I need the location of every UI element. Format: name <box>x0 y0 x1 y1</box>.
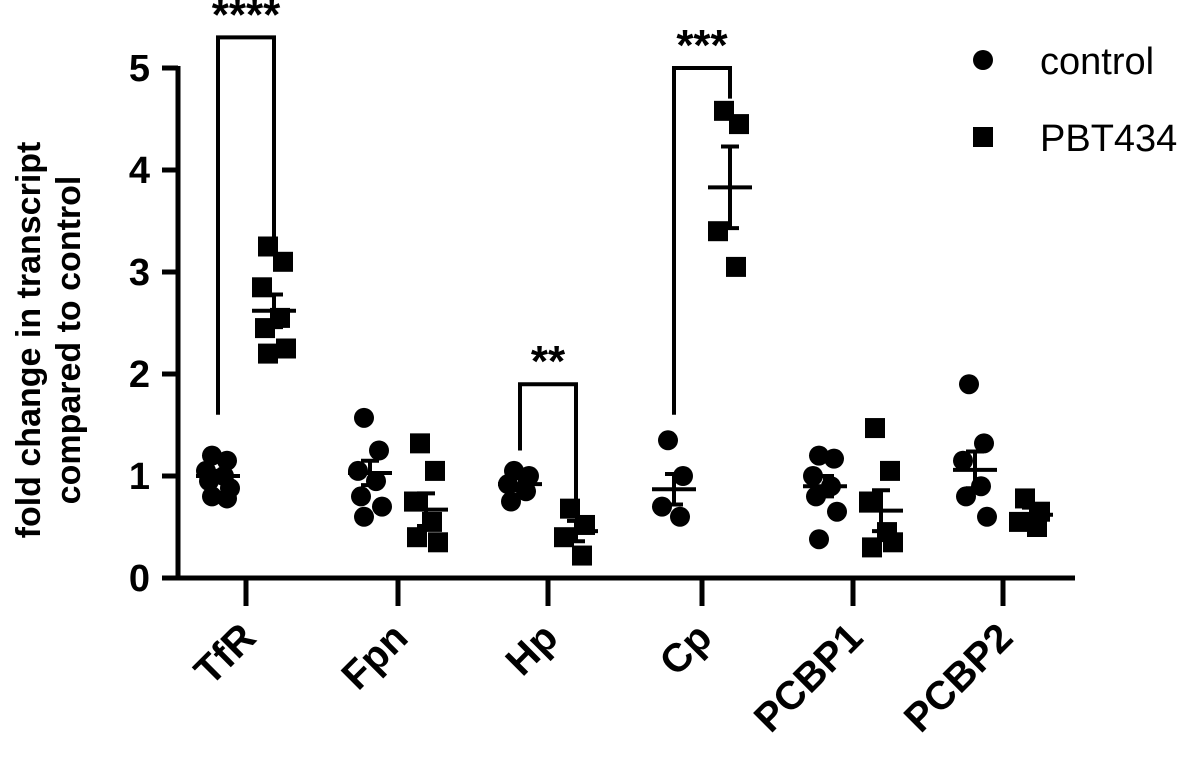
significance-bracket <box>518 382 578 505</box>
control-point <box>351 486 371 507</box>
significance-label: ** <box>531 337 566 386</box>
control-point <box>519 466 539 486</box>
control-point <box>959 374 979 395</box>
control-point <box>372 496 392 517</box>
control-point <box>827 501 847 522</box>
y-tick-label: 4 <box>129 150 150 192</box>
control-point <box>217 450 237 471</box>
pbt434-point <box>1009 511 1029 532</box>
x-tick-label: PCBP1 <box>746 615 871 740</box>
legend-label: PBT434 <box>1040 118 1177 160</box>
pbt434-point <box>276 338 296 359</box>
y-tick-label: 2 <box>129 354 150 396</box>
axes: 0 1 2 3 4 5 TfR Fpn Hp Cp PCBP1 PCBP2 <box>129 48 1075 741</box>
legend-square-icon <box>973 127 993 147</box>
y-axis-title: fold change in transcript compared to co… <box>10 142 88 539</box>
y-axis-title-line-1: fold change in transcript <box>10 142 48 539</box>
pbt434-point <box>572 545 592 566</box>
pbt434-point <box>865 418 885 439</box>
control-point <box>217 488 237 509</box>
control-point <box>974 433 994 454</box>
pbt434-point <box>258 343 278 364</box>
pbt434-point <box>708 221 728 242</box>
pbt434-point <box>859 491 879 512</box>
control-point <box>354 506 374 527</box>
pbt434-point <box>404 491 424 512</box>
significance-bracket <box>216 35 276 415</box>
control-point <box>809 445 829 466</box>
control-point <box>977 506 997 527</box>
control-point <box>670 506 690 527</box>
pbt434-point <box>862 537 882 558</box>
pbt434-point <box>425 460 445 481</box>
control-point <box>956 486 976 507</box>
x-tick-label: PCBP2 <box>896 615 1021 740</box>
y-tick-label: 1 <box>129 456 150 498</box>
control-point <box>673 466 693 486</box>
x-tick-label: TfR <box>186 615 264 693</box>
x-tick-label: Hp <box>498 615 567 684</box>
pbt434-point <box>258 236 278 257</box>
y-tick-label: 0 <box>129 558 150 600</box>
significance-label: **** <box>212 0 281 39</box>
pbt434-point <box>428 532 448 553</box>
y-tick-label: 5 <box>129 48 150 90</box>
x-tick-label: Cp <box>652 615 721 684</box>
control-point <box>202 445 222 466</box>
pbt434-point <box>729 114 749 135</box>
control-point <box>369 440 389 461</box>
pbt434-point <box>883 532 903 553</box>
y-tick-label: 3 <box>129 252 150 294</box>
legend: control PBT434 <box>973 41 1177 160</box>
pbt434-point <box>880 460 900 481</box>
significance-bracket <box>672 66 732 415</box>
pbt434-point <box>252 277 272 298</box>
control-point <box>652 496 672 517</box>
control-point <box>354 407 374 428</box>
control-point <box>658 430 678 451</box>
pbt434-point <box>407 527 427 548</box>
control-point <box>824 448 844 469</box>
legend-circle-icon <box>973 50 993 70</box>
significance-annotations: ********* <box>212 0 732 505</box>
y-axis-title-line-2: compared to control <box>50 176 88 505</box>
x-tick-label: Fpn <box>333 615 416 698</box>
control-point <box>809 529 829 550</box>
pbt434-point <box>726 256 746 277</box>
significance-label: *** <box>676 21 728 70</box>
control-point <box>501 491 521 512</box>
pbt434-point <box>273 251 293 272</box>
control-point <box>953 450 973 471</box>
data-marks <box>196 100 1053 566</box>
control-point <box>803 466 823 486</box>
control-point <box>202 486 222 507</box>
control-point <box>348 460 368 481</box>
legend-label: control <box>1040 41 1154 83</box>
pbt434-point <box>410 433 430 454</box>
